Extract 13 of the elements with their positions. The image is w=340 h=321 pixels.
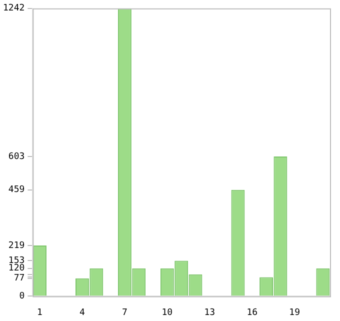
y-tick-label: 1242	[2, 4, 25, 14]
x-tick-label: 19	[289, 308, 300, 318]
y-tick-label: 603	[8, 152, 25, 162]
y-tick-label: 219	[8, 240, 25, 251]
x-tick-label: 13	[204, 308, 216, 318]
y-tick-label: 459	[8, 185, 25, 196]
x-tick-label: 1	[37, 308, 42, 318]
x-tick-label: 7	[122, 308, 128, 318]
x-tick-label: 16	[246, 308, 258, 318]
x-tick-label: 10	[162, 308, 173, 318]
y-tick-label: 77	[14, 274, 25, 284]
y-tick-label: 0	[19, 292, 25, 302]
x-tick-label: 4	[80, 308, 85, 318]
